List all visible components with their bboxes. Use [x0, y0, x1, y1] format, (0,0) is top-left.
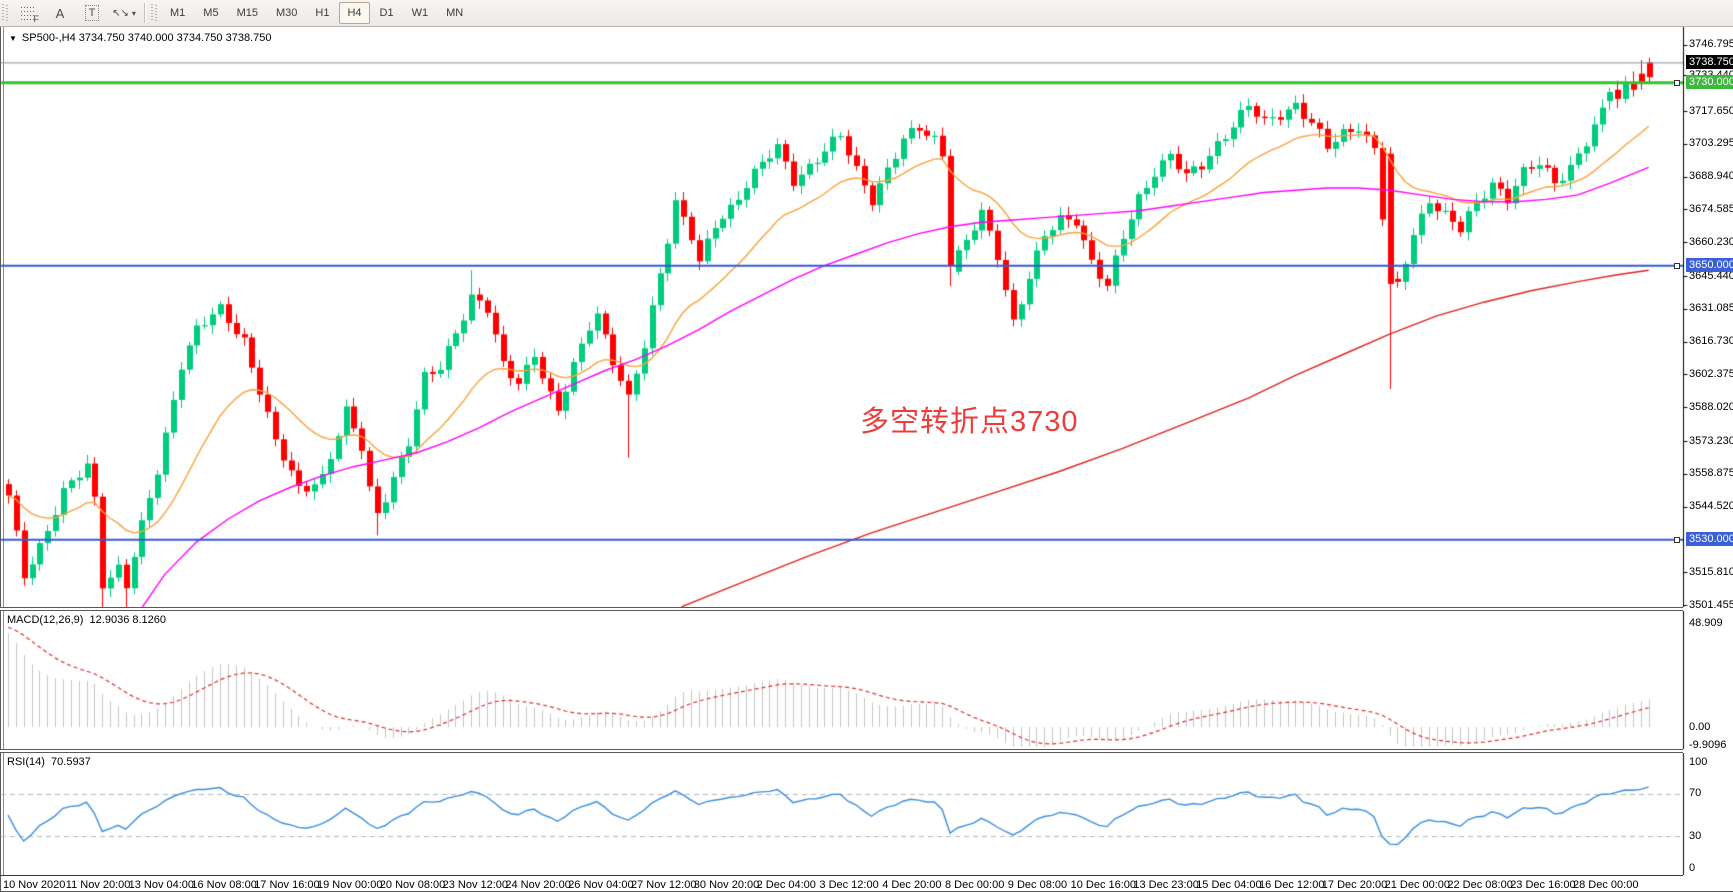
time-tick-label: 16 Dec 12:00: [1259, 879, 1325, 891]
time-tick-label: 27 Nov 12:00: [631, 879, 697, 891]
time-tick-label: 24 Nov 20:00: [505, 879, 571, 891]
arrows-tool-button[interactable]: ↖↘ ▾: [110, 2, 138, 25]
time-axis-line: [0, 875, 1683, 876]
time-tick-label: 23 Nov 12:00: [442, 879, 509, 891]
macd-tick-label: -9.9096: [1689, 739, 1727, 751]
time-tick-label: 23 Dec 16:00: [1510, 879, 1576, 891]
time-tick-label: 16 Nov 08:00: [191, 879, 257, 891]
price-tick-label: 3660.230: [1689, 235, 1733, 248]
time-tick-label: 21 Dec 00:00: [1384, 879, 1451, 891]
price-tick-label: 3717.650: [1689, 104, 1733, 117]
time-tick-label: 10 Nov 2020: [3, 879, 66, 891]
hline-handle-3730.000[interactable]: [1674, 79, 1680, 86]
time-tick-label: 13 Dec 23:00: [1133, 879, 1199, 891]
time-tick-label: 8 Dec 00:00: [945, 879, 1005, 891]
time-tick-label: 13 Nov 04:00: [128, 879, 195, 891]
time-tick-label: 2 Dec 04:00: [756, 879, 816, 891]
time-tick-label: 9 Dec 08:00: [1007, 879, 1068, 891]
main-macd-separator[interactable]: [0, 607, 1683, 611]
price-tick-label: 3674.585: [1689, 202, 1733, 215]
rsi-tick-label: 100: [1689, 755, 1708, 768]
rsi-tick-label: 70: [1689, 787, 1702, 800]
price-tick-label: 3573.230: [1689, 434, 1733, 447]
price-tick-label: 3588.020: [1689, 400, 1733, 413]
symbol-ohlc-line[interactable]: ▼ SP500-,H4 3734.750 3740.000 3734.750 3…: [9, 32, 271, 44]
price-tick-label: 3746.795: [1689, 38, 1733, 50]
time-tick-label: 30 Nov 20:00: [693, 879, 760, 891]
time-tick-label: 22 Dec 08:00: [1447, 879, 1513, 891]
text-label-icon: T: [84, 5, 100, 21]
rsi-indicator-label: RSI(14) 70.5937: [7, 756, 91, 768]
price-tag-3738.750: 3738.750: [1686, 55, 1733, 70]
symbol-dropdown-icon[interactable]: ▼: [9, 33, 17, 43]
macd-tick-label: 48.909: [1689, 617, 1723, 629]
timeframe-button-d1[interactable]: D1: [379, 7, 394, 19]
rsi-name: RSI(14): [7, 756, 45, 768]
toolbar-separator: [144, 3, 145, 23]
line-studies-toolbar: F A T ↖↘ ▾: [12, 2, 140, 25]
macd-values: 12.9036 8.1260: [89, 614, 167, 626]
timeframe-button-h4[interactable]: H4: [339, 2, 370, 24]
toolbar-grip[interactable]: [2, 4, 9, 22]
price-tag-3730.000: 3730.000: [1686, 75, 1733, 90]
fibonacci-retracement-tool-button[interactable]: F: [14, 2, 42, 25]
text-label-tool-button[interactable]: T: [78, 2, 106, 25]
fibonacci-icon: [20, 6, 36, 20]
toolbar: F A T ↖↘ ▾ M1 M5 M15 M30 H1 H4 D1 W1 MN: [0, 0, 1733, 27]
hline-handle-3650.000[interactable]: [1674, 262, 1680, 269]
price-tick-label: 3631.085: [1689, 302, 1733, 315]
price-tick-label: 3645.440: [1689, 269, 1733, 282]
time-tick-label: 28 Dec 00:00: [1573, 879, 1639, 891]
price-tick-label: 3501.455: [1689, 598, 1733, 611]
time-tick-label: 19 Nov 00:00: [317, 879, 383, 891]
macd-name: MACD(12,26,9): [7, 614, 84, 626]
macd-indicator-label: MACD(12,26,9) 12.9036 8.1260: [7, 614, 166, 626]
time-tick-label: 15 Dec 04:00: [1196, 879, 1262, 891]
price-tick-label: 3703.295: [1689, 137, 1733, 150]
macd-rsi-separator[interactable]: [0, 749, 1683, 753]
time-tick-label: 17 Dec 20:00: [1321, 879, 1388, 891]
rsi-tick-label: 0: [1689, 861, 1696, 874]
price-tick-label: 3544.520: [1689, 500, 1733, 513]
time-tick-label: 11 Nov 20:00: [65, 879, 131, 891]
text-tool-button[interactable]: A: [46, 2, 74, 25]
price-tick-label: 3558.875: [1689, 467, 1733, 480]
rsi-tick-label: 30: [1689, 829, 1702, 842]
timeframe-button-m15[interactable]: M15: [236, 7, 258, 19]
time-tick-label: 10 Dec 16:00: [1070, 879, 1137, 891]
timeframe-toolbar-grip[interactable]: [151, 4, 158, 22]
macd-panel-canvas[interactable]: [0, 611, 1733, 749]
price-tick-label: 3602.375: [1689, 367, 1733, 380]
timeframe-button-mn[interactable]: MN: [446, 7, 464, 19]
symbol-ohlc-text: SP500-,H4 3734.750 3740.000 3734.750 373…: [21, 32, 272, 44]
time-tick-label: 20 Nov 08:00: [379, 879, 446, 891]
price-tick-label: 3515.810: [1689, 565, 1733, 578]
timeframe-button-h1[interactable]: H1: [315, 7, 330, 19]
price-tick-label: 3616.730: [1689, 335, 1733, 348]
rsi-panel-canvas[interactable]: [0, 753, 1733, 875]
price-tag-3530.000: 3530.000: [1686, 532, 1733, 547]
price-tick-label: 3688.940: [1689, 170, 1733, 183]
main-chart-canvas[interactable]: [0, 27, 1733, 607]
text-icon: A: [55, 5, 65, 21]
time-tick-label: 17 Nov 16:00: [254, 879, 320, 891]
timeframe-button-m1[interactable]: M1: [170, 7, 186, 19]
price-tag-3650.000: 3650.000: [1686, 258, 1733, 273]
rsi-value: 70.5937: [51, 756, 91, 768]
timeframe-button-m30[interactable]: M30: [275, 7, 298, 19]
arrows-icon: ↖↘: [112, 7, 129, 19]
time-tick-label: 3 Dec 12:00: [819, 879, 879, 891]
timeframes-toolbar: M1 M5 M15 M30 H1 H4 D1 W1 MN: [161, 2, 472, 24]
timeframe-button-m5[interactable]: M5: [203, 7, 219, 19]
chart-text-annotation[interactable]: 多空转折点3730: [860, 406, 1079, 438]
time-tick-label: 26 Nov 04:00: [568, 879, 634, 891]
time-tick-label: 4 Dec 20:00: [882, 879, 942, 891]
macd-tick-label: 0.00: [1689, 721, 1711, 733]
timeframe-button-w1[interactable]: W1: [411, 7, 429, 19]
arrows-dropdown-icon[interactable]: ▾: [131, 8, 136, 18]
hline-handle-3530.000[interactable]: [1674, 536, 1680, 543]
